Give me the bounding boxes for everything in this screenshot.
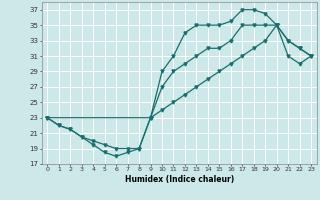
X-axis label: Humidex (Indice chaleur): Humidex (Indice chaleur) xyxy=(124,175,234,184)
